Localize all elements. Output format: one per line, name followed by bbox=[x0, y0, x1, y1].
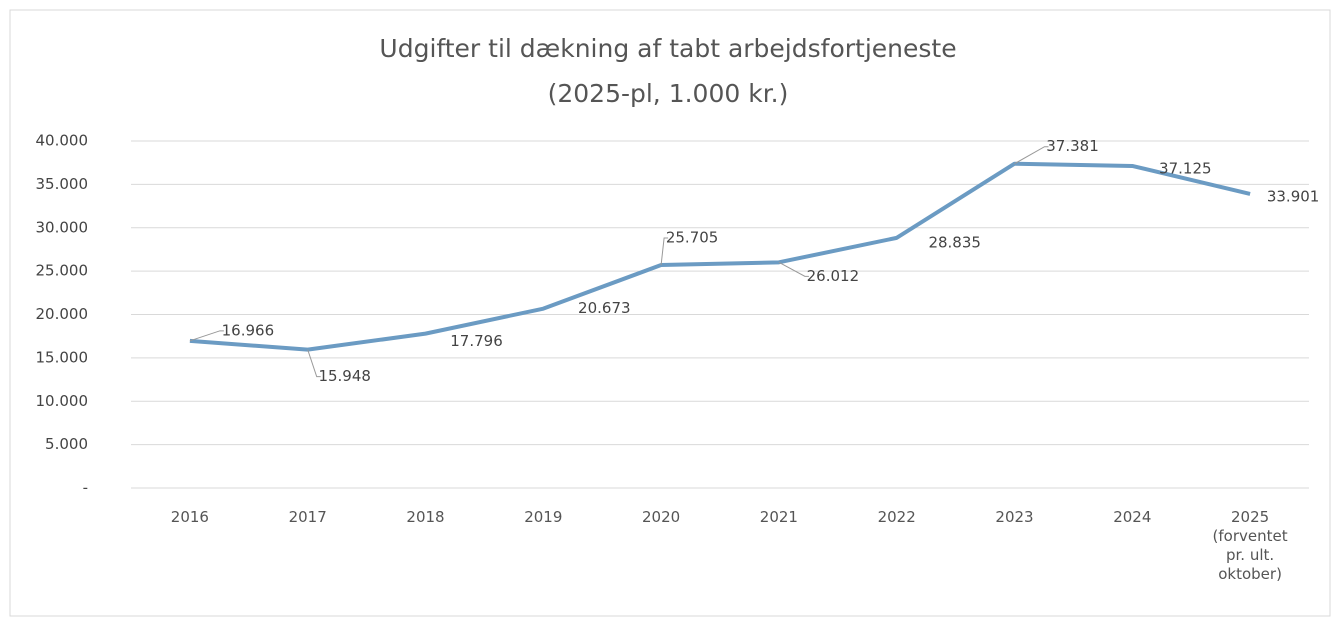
x-tick-label: 2022 bbox=[877, 508, 916, 526]
leader-line bbox=[1014, 146, 1049, 165]
x-tick-label: 2020 bbox=[642, 508, 681, 526]
x-tick-label: 2021 bbox=[759, 508, 798, 526]
y-tick-label: 40.000 bbox=[36, 132, 89, 150]
data-label: 17.796 bbox=[450, 332, 503, 350]
x-tick-label: 2018 bbox=[406, 508, 445, 526]
line-series bbox=[189, 161, 1251, 352]
chart-frame bbox=[9, 9, 1331, 617]
data-label: 20.673 bbox=[578, 299, 631, 317]
data-label: 26.012 bbox=[807, 267, 860, 285]
y-tick-label: 5.000 bbox=[45, 435, 88, 453]
y-tick-label: 30.000 bbox=[36, 218, 89, 236]
x-tick-label: 2019 bbox=[524, 508, 563, 526]
x-tick-label: 2017 bbox=[288, 508, 327, 526]
leader-line bbox=[307, 349, 321, 378]
x-tick-label: 2024 bbox=[1113, 508, 1152, 526]
y-tick-label: 35.000 bbox=[36, 175, 89, 193]
y-tick-label: 15.000 bbox=[36, 348, 89, 366]
y-tick-label: 20.000 bbox=[36, 305, 89, 323]
x-tick-label: 2023 bbox=[995, 508, 1034, 526]
x-tick-label: 2016 bbox=[170, 508, 209, 526]
chart-subtitle: (2025-pl, 1.000 kr.) bbox=[548, 79, 789, 108]
data-label: 25.705 bbox=[666, 229, 719, 247]
y-tick-label: - bbox=[83, 479, 88, 497]
y-tick-label: 10.000 bbox=[36, 392, 89, 410]
chart-title: Udgifter til dækning af tabt arbejdsfort… bbox=[379, 34, 956, 63]
leader-line bbox=[189, 330, 224, 342]
leader-line bbox=[660, 237, 669, 266]
data-label: 15.948 bbox=[318, 367, 371, 385]
leader-line bbox=[778, 261, 809, 277]
data-label: 37.125 bbox=[1159, 159, 1212, 177]
data-label: 16.966 bbox=[222, 321, 275, 339]
data-label: 33.901 bbox=[1267, 187, 1320, 205]
data-label: 37.381 bbox=[1046, 137, 1099, 155]
data-label: 28.835 bbox=[928, 233, 981, 251]
y-tick-label: 25.000 bbox=[36, 262, 89, 280]
x-tick-label: 2025 (forventet pr. ult. oktober) bbox=[1212, 508, 1288, 583]
